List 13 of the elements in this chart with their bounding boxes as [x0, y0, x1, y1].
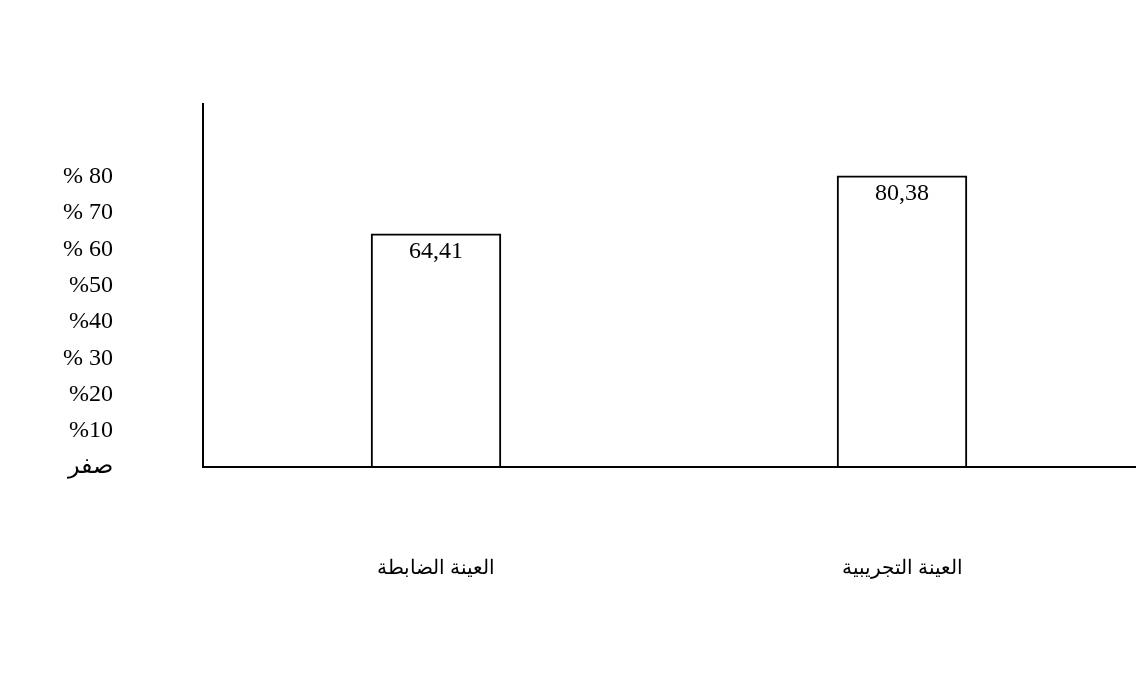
y-tick-label: %10	[69, 416, 113, 443]
y-tick-label: % 60	[63, 234, 113, 261]
text: 80,38	[875, 178, 929, 205]
y-tick-label: % 80	[63, 162, 113, 189]
y-tick-label: %20	[69, 379, 113, 406]
text: 64,41	[409, 236, 463, 263]
y-tick-label: صفر	[67, 452, 113, 480]
y-tick-label: %40	[69, 307, 113, 334]
x-tick-label: العينة الضابطة	[377, 556, 495, 579]
y-tick-label: %50	[69, 271, 113, 297]
y-tick-label: % 30	[63, 343, 113, 370]
x-tick-label: العينة التجريبية	[841, 556, 963, 580]
y-tick-label: % 70	[63, 198, 113, 225]
